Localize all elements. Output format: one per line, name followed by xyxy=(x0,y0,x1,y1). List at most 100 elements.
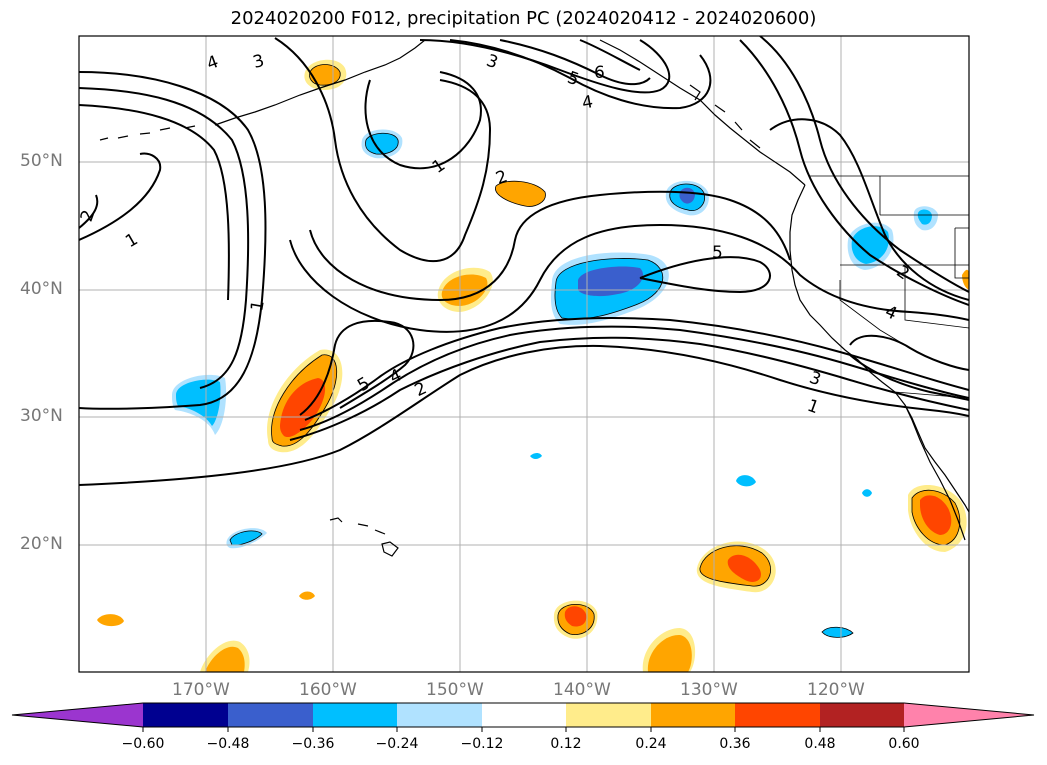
contour-label: 5 xyxy=(712,243,723,263)
colorbar-ticks xyxy=(142,727,905,732)
shading-outline xyxy=(309,64,341,86)
hawaii-islands xyxy=(329,517,399,557)
contour-line xyxy=(759,36,969,293)
state-border xyxy=(840,227,969,279)
shading-outline xyxy=(669,183,705,211)
shading-outline xyxy=(821,626,854,638)
shading-outline xyxy=(699,545,772,587)
contour-line xyxy=(289,336,969,441)
positive-anomaly-patch xyxy=(97,614,124,627)
lon-label-130w: 130°W xyxy=(680,680,738,700)
contour-line xyxy=(639,256,771,294)
colorbar-tick-label: −0.60 xyxy=(121,736,165,752)
positive-anomaly-patch xyxy=(205,646,245,672)
colorbar-tick-label: −0.24 xyxy=(375,736,419,752)
lon-label-150w: 150°W xyxy=(426,680,484,700)
positive-anomaly-patch xyxy=(962,269,969,290)
negative-anomaly-patch xyxy=(365,133,399,155)
baja-california-coast xyxy=(904,404,966,541)
negative-anomaly-patch xyxy=(862,489,872,497)
lat-label-50n: 50°N xyxy=(20,151,63,171)
colorbar-cell xyxy=(566,703,651,727)
contour-line xyxy=(79,344,969,486)
contour-line xyxy=(499,39,651,86)
alaska-panhandle-coast xyxy=(599,39,806,186)
contour-line xyxy=(739,39,969,306)
coastlines xyxy=(99,39,969,557)
shading-outlines xyxy=(229,64,961,638)
contour-label: 3 xyxy=(251,51,267,73)
colorbar-cell xyxy=(820,703,904,727)
colorbar-tick-label: −0.36 xyxy=(291,736,335,752)
lon-label-120w: 120°W xyxy=(807,680,865,700)
contour-line xyxy=(419,39,671,94)
state-border xyxy=(904,265,969,329)
contour-line xyxy=(79,194,99,229)
positive-anomaly-patch xyxy=(647,634,692,672)
positive-anomaly-patch xyxy=(727,554,761,582)
contour-line xyxy=(79,104,230,301)
positive-anomaly-patch xyxy=(920,495,952,535)
contour-line xyxy=(79,152,162,241)
colorbar-extend-low xyxy=(12,703,143,727)
contour-label: 6 xyxy=(594,63,605,83)
positive-anomaly-patch xyxy=(280,378,326,438)
contour-line xyxy=(299,325,969,431)
lat-label-30n: 30°N xyxy=(20,406,63,426)
negative-anomaly-patch xyxy=(530,453,542,459)
state-border xyxy=(879,176,969,216)
contour-label: 1 xyxy=(247,299,269,313)
colorbar-cell xyxy=(735,703,820,727)
colorbar-extend-high xyxy=(904,703,1034,727)
contour-label: 4 xyxy=(581,92,595,114)
shading-outline xyxy=(911,489,961,546)
colorbar xyxy=(11,702,1035,732)
negative-anomaly-patch xyxy=(230,530,262,546)
negative-anomaly-patch xyxy=(822,627,853,638)
negative-anomaly-patch xyxy=(736,475,756,487)
colorbar-cell xyxy=(228,703,313,727)
shading-outline xyxy=(495,180,546,207)
lon-label-160w: 160°W xyxy=(299,680,357,700)
positive-anomaly-patch xyxy=(495,181,546,207)
contour-line xyxy=(289,223,969,333)
contour-line xyxy=(849,354,969,401)
positive-anomaly-patch xyxy=(564,606,587,627)
lon-label-140w: 140°W xyxy=(553,680,611,700)
negative-anomaly-patch xyxy=(176,379,221,426)
colorbar-tick-label: 0.12 xyxy=(550,736,582,752)
colorbar-tick-label: 0.48 xyxy=(804,736,836,752)
positive-anomaly-patch xyxy=(299,591,315,600)
shading-outline xyxy=(554,258,664,320)
contour-line xyxy=(849,334,969,371)
contour-line xyxy=(304,317,969,421)
colorbar-cell xyxy=(143,703,228,727)
alaska-peninsula-coast xyxy=(214,39,426,126)
map-frame xyxy=(78,35,970,673)
colorbar-tick-label: 0.60 xyxy=(888,736,920,752)
aleutian-islands xyxy=(99,125,196,141)
political-borders xyxy=(810,175,969,399)
lat-label-40n: 40°N xyxy=(20,279,63,299)
colorbar-tick-label: 0.36 xyxy=(719,736,751,752)
shading-outline xyxy=(271,354,338,447)
colorbar-tick-label: −0.12 xyxy=(460,736,504,752)
state-border xyxy=(839,280,906,346)
shading-outline xyxy=(557,603,595,635)
colorbar-tick-label: 0.24 xyxy=(635,736,667,752)
contour-line xyxy=(309,190,791,302)
chart-title: 2024020200 F012, precipitation PC (20240… xyxy=(230,8,817,29)
contour-line xyxy=(79,87,250,389)
precip-anomaly-shading xyxy=(97,59,969,672)
colorbar-tick-label: −0.48 xyxy=(206,736,250,752)
colorbar-cell xyxy=(313,703,397,727)
contour-line xyxy=(79,71,267,410)
lat-label-20n: 20°N xyxy=(20,534,63,554)
colorbar-cell xyxy=(482,703,566,727)
negative-anomaly-patch xyxy=(851,226,889,264)
contour-line xyxy=(449,39,712,110)
negative-anomaly-patch xyxy=(578,266,644,297)
contour-line xyxy=(364,71,482,170)
bc-islands xyxy=(689,84,761,149)
